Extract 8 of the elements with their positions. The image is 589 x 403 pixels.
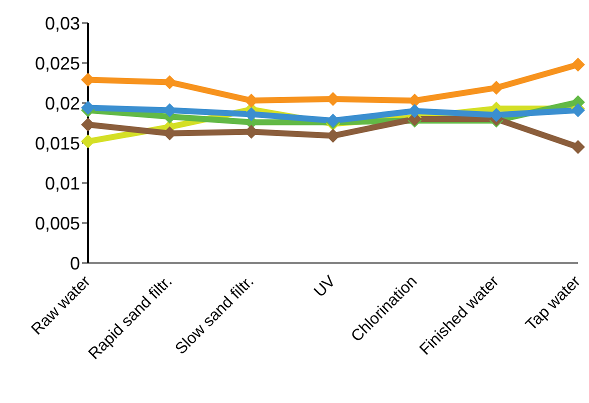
y-tick-label: 0 [70,253,80,274]
y-tick-label: 0,02 [44,93,80,114]
x-tick-label: UV [311,272,340,301]
y-tick-label: 0,01 [44,173,80,194]
y-tick-label: 0,025 [34,53,80,74]
y-tick-label: 0,005 [34,213,80,234]
y-tick-label: 0,015 [34,133,80,154]
y-tick-label: 0,03 [44,13,80,34]
